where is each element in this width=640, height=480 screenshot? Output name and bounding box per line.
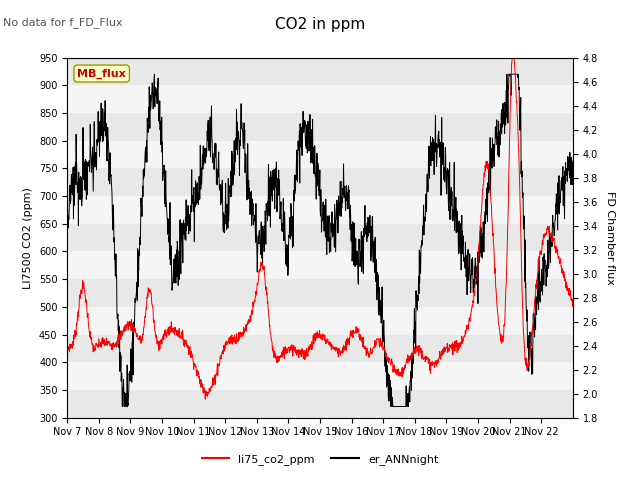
Bar xyxy=(67,307,573,335)
Bar xyxy=(67,85,573,113)
Bar xyxy=(67,58,573,85)
Bar xyxy=(67,168,573,196)
Bar xyxy=(67,196,573,224)
Legend: li75_co2_ppm, er_ANNnight: li75_co2_ppm, er_ANNnight xyxy=(197,450,443,469)
Y-axis label: LI7500 CO2 (ppm): LI7500 CO2 (ppm) xyxy=(23,187,33,288)
Bar xyxy=(67,113,573,141)
Text: No data for f_FD_Flux: No data for f_FD_Flux xyxy=(3,17,123,28)
Bar xyxy=(67,141,573,168)
Text: CO2 in ppm: CO2 in ppm xyxy=(275,17,365,32)
Bar xyxy=(67,224,573,252)
Bar xyxy=(67,335,573,362)
Y-axis label: FD Chamber flux: FD Chamber flux xyxy=(605,191,614,285)
Bar xyxy=(67,390,573,418)
Bar xyxy=(67,362,573,390)
Bar xyxy=(67,279,573,307)
Text: MB_flux: MB_flux xyxy=(77,68,126,79)
Bar xyxy=(67,252,573,279)
